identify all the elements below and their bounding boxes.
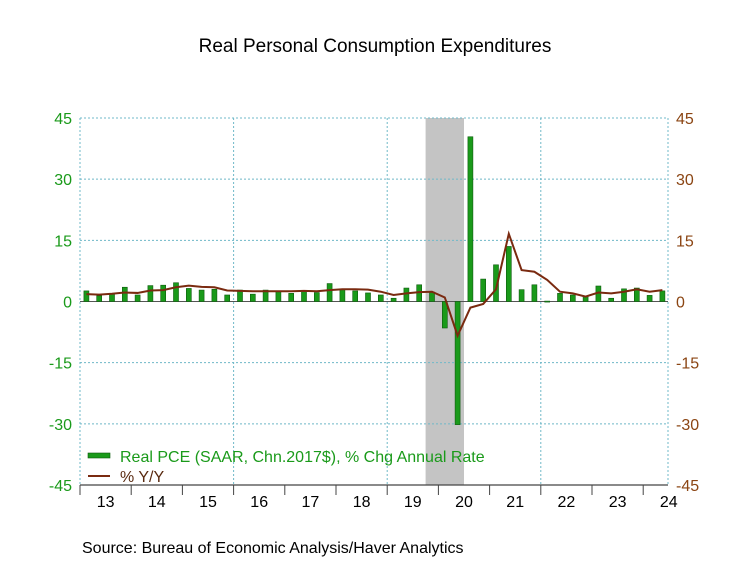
y-right-tick-label: -45 (676, 478, 699, 495)
legend-bar-swatch (87, 452, 111, 459)
bar (262, 289, 269, 302)
bar (173, 282, 179, 302)
bar (441, 301, 448, 329)
bar (403, 287, 410, 302)
bar (531, 284, 538, 302)
x-tick-label: 23 (609, 494, 627, 511)
bar (224, 294, 230, 302)
x-tick-label: 16 (250, 494, 268, 511)
x-tick-label: 14 (148, 494, 166, 511)
bar (352, 290, 359, 302)
y-left-tick-label: -45 (49, 478, 72, 495)
x-tick-label: 20 (455, 494, 473, 511)
bar (454, 301, 461, 425)
bar (390, 297, 397, 302)
x-tick-label: 17 (302, 494, 320, 511)
y-right-tick-label: -15 (676, 356, 699, 373)
y-left-tick-label: -15 (49, 356, 72, 373)
bar (186, 288, 192, 302)
bar (621, 288, 627, 302)
x-tick-label: 22 (558, 494, 576, 511)
y-right-tick-label: 0 (676, 295, 685, 312)
bar (505, 246, 512, 302)
x-tick-label: 24 (660, 494, 678, 511)
y-right-tick-label: 30 (676, 172, 694, 189)
bar (147, 285, 154, 302)
source-note: Source: Bureau of Economic Analysis/Have… (82, 540, 464, 557)
bar (326, 283, 333, 302)
bar (365, 292, 371, 302)
y-right-tick-label: 45 (676, 111, 694, 128)
bar (83, 290, 90, 302)
bar (313, 292, 320, 302)
chart-title: Real Personal Consumption Expenditures (198, 36, 552, 57)
bar (557, 293, 563, 302)
bar (275, 290, 282, 302)
legend-label-line: % Y/Y (120, 469, 165, 486)
legend-label-bars: Real PCE (SAAR, Chn.2017$), % Chg Annual… (120, 449, 485, 466)
bar (518, 289, 525, 302)
bar (339, 289, 346, 302)
bar (211, 288, 218, 302)
bar (96, 295, 102, 302)
bar (377, 294, 384, 302)
y-left-tick-label: 30 (54, 172, 72, 189)
bar (467, 136, 474, 302)
bar (493, 264, 499, 302)
x-tick-label: 13 (97, 494, 115, 511)
bar (569, 294, 576, 302)
y-left-tick-label: 0 (63, 295, 72, 312)
bar (250, 293, 256, 302)
y-left-tick-label: 15 (54, 233, 72, 250)
bar (646, 295, 653, 302)
y-left-tick-label: -30 (49, 417, 72, 434)
yoy-line (86, 230, 663, 339)
bar (633, 287, 640, 302)
bar (109, 293, 115, 302)
bar (198, 289, 205, 302)
x-tick-label: 15 (199, 494, 217, 511)
bar (659, 290, 666, 302)
bar (160, 284, 166, 302)
x-tick-label: 18 (353, 494, 371, 511)
bar (544, 300, 551, 303)
bar (608, 297, 615, 302)
x-tick-label: 19 (404, 494, 422, 511)
bar (301, 290, 307, 302)
x-tick-label: 21 (506, 494, 524, 511)
bar (288, 293, 295, 302)
y-right-tick-label: -30 (676, 417, 699, 434)
y-right-tick-label: 15 (676, 233, 694, 250)
bar (122, 286, 128, 302)
y-left-tick-label: 45 (54, 111, 72, 128)
bar (480, 278, 487, 302)
bar (134, 294, 141, 302)
